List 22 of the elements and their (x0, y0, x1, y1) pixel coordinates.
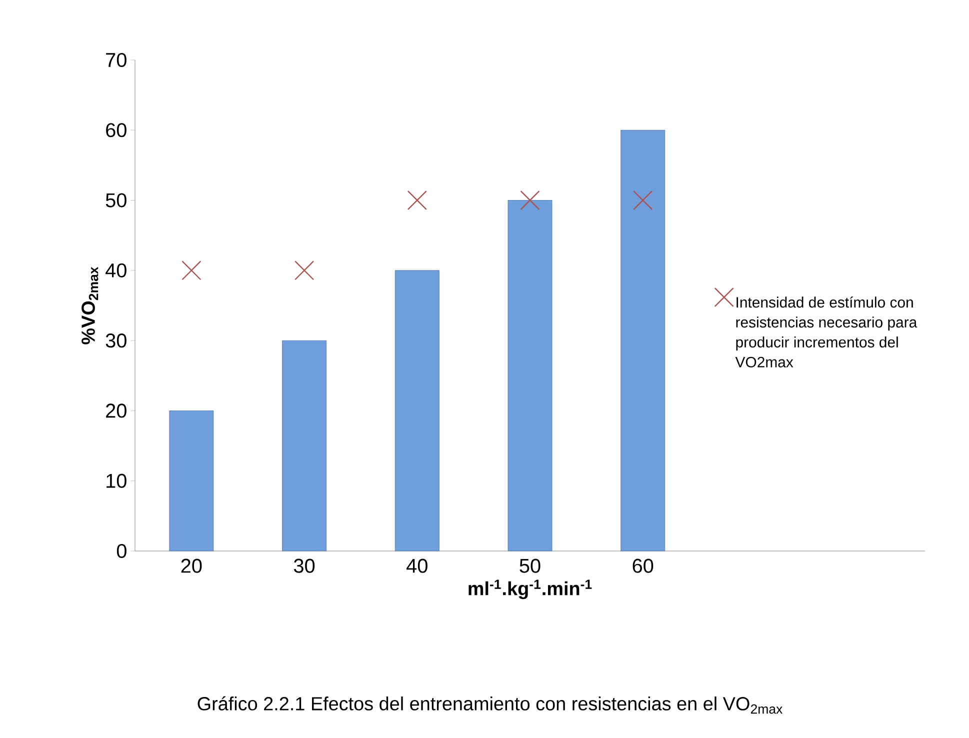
y-tick-label: 10 (106, 474, 126, 488)
bar (169, 410, 214, 552)
y-tick-label: 50 (106, 193, 126, 208)
x-tick-label: 60 (632, 558, 654, 573)
text: Gráfico 2.2.1 Efectos del entrenamiento con resistencias en el VO$_{2max}$ (198, 696, 783, 714)
y-tick-label: 40 (106, 263, 126, 278)
y-tick-label: 30 (106, 334, 126, 348)
y-tick-label: 20 (106, 404, 126, 418)
x-tick-label: 30 (294, 558, 315, 573)
x-tick-label: 40 (406, 558, 428, 573)
x-tick-label: 50 (520, 558, 540, 573)
y-tick-label: 60 (106, 123, 126, 138)
bar (282, 340, 326, 552)
x-axis-title: ml$^{-1}$.kg$^{-1}$.min$^{-1}$ (468, 580, 592, 600)
y-tick-label: 0 (116, 544, 126, 558)
bar (508, 200, 552, 552)
y-axis-title: %VO$_{2max}$ (82, 266, 98, 344)
y-tick-label: 70 (106, 52, 126, 68)
x-tick-label: 20 (181, 558, 202, 573)
legend-label: Intensidad de estímulo con resistencias necesario para producir incrementos del VO2max (735, 296, 918, 368)
bar (394, 270, 440, 552)
bar (620, 130, 666, 552)
